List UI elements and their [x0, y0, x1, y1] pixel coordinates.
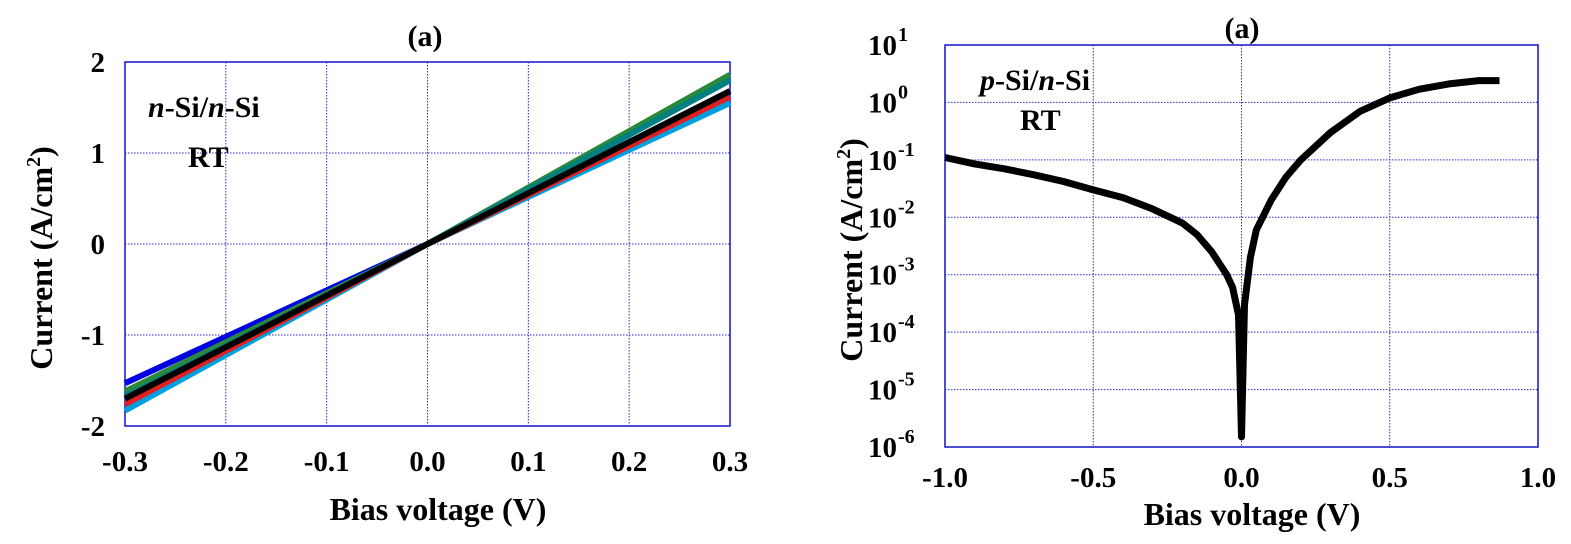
data-series-group [123, 72, 732, 414]
x-tick-labels: -0.3 -0.2 -0.1 0.0 0.1 0.2 0.3 [102, 446, 748, 478]
y-tick-exponent: 1 [898, 24, 908, 46]
y-axis-label: Current (A/cm2) [833, 138, 869, 362]
y-tick-exponent: 0 [898, 81, 908, 103]
linear-iv-chart: -0.3 -0.2 -0.1 0.0 0.1 0.2 0.3 2 1 0 -1 -2 (a) Bia… [23, 20, 748, 527]
x-tick-label: -1.0 [922, 462, 968, 494]
y-axis-label-superscript: 2 [833, 149, 855, 159]
y-tick-exponent: -2 [898, 196, 915, 218]
x-tick-label: 0.5 [1372, 462, 1408, 494]
y-tick-label: 10 [868, 145, 897, 177]
x-axis-label: Bias voltage (V) [1144, 496, 1361, 532]
y-tick-label: 10 [868, 317, 897, 349]
chart-title: (a) [408, 20, 443, 53]
y-tick-label: 1 [91, 138, 106, 170]
chart-title: (a) [1225, 12, 1260, 45]
y-tick-exponent: -1 [898, 139, 915, 161]
y-tick-exponent: -5 [898, 369, 915, 391]
y-axis-label: Current (A/cm2) [23, 146, 59, 370]
data-series-group [944, 77, 1500, 441]
y-tick-label: 10 [868, 375, 897, 407]
y-axis-label-superscript: 2 [23, 157, 45, 167]
y-tick-label: 10 [868, 30, 897, 62]
data-series-line [123, 88, 732, 402]
y-tick-label: -1 [81, 320, 105, 352]
x-tick-labels: -1.0 -0.5 0.0 0.5 1.0 [922, 462, 1556, 494]
x-tick-label: -0.3 [102, 446, 148, 478]
x-axis-label: Bias voltage (V) [330, 491, 547, 527]
x-tick-label: 0.0 [1223, 462, 1259, 494]
temperature-annotation: RT [1020, 104, 1061, 137]
x-tick-label: 0.0 [409, 446, 445, 478]
x-tick-label: 0.3 [712, 446, 748, 478]
y-tick-label: 10 [868, 87, 897, 119]
data-series-line [944, 77, 1500, 441]
y-tick-exponent: -6 [898, 426, 915, 448]
y-tick-label: 10 [868, 432, 897, 464]
y-tick-label: 0 [91, 229, 106, 261]
x-tick-label: 0.2 [611, 446, 647, 478]
y-tick-label: -2 [81, 411, 105, 443]
y-tick-label: 10 [868, 260, 897, 292]
x-tick-label: -0.2 [203, 446, 249, 478]
y-tick-label: 2 [91, 47, 106, 79]
y-tick-exponent: -4 [898, 311, 915, 333]
x-tick-label: 0.1 [510, 446, 546, 478]
y-tick-exponent: -3 [898, 254, 915, 276]
grid-lines [945, 45, 1538, 447]
x-tick-label: -0.1 [304, 446, 350, 478]
sample-annotation: p-Si/n-Si [977, 64, 1090, 97]
x-tick-label: -0.5 [1070, 462, 1116, 494]
x-tick-label: 1.0 [1520, 462, 1556, 494]
temperature-annotation: RT [188, 141, 229, 174]
y-tick-labels: 2 1 0 -1 -2 [81, 47, 105, 443]
sample-annotation: n-Si/n-Si [148, 91, 260, 124]
y-tick-label: 10 [868, 202, 897, 234]
